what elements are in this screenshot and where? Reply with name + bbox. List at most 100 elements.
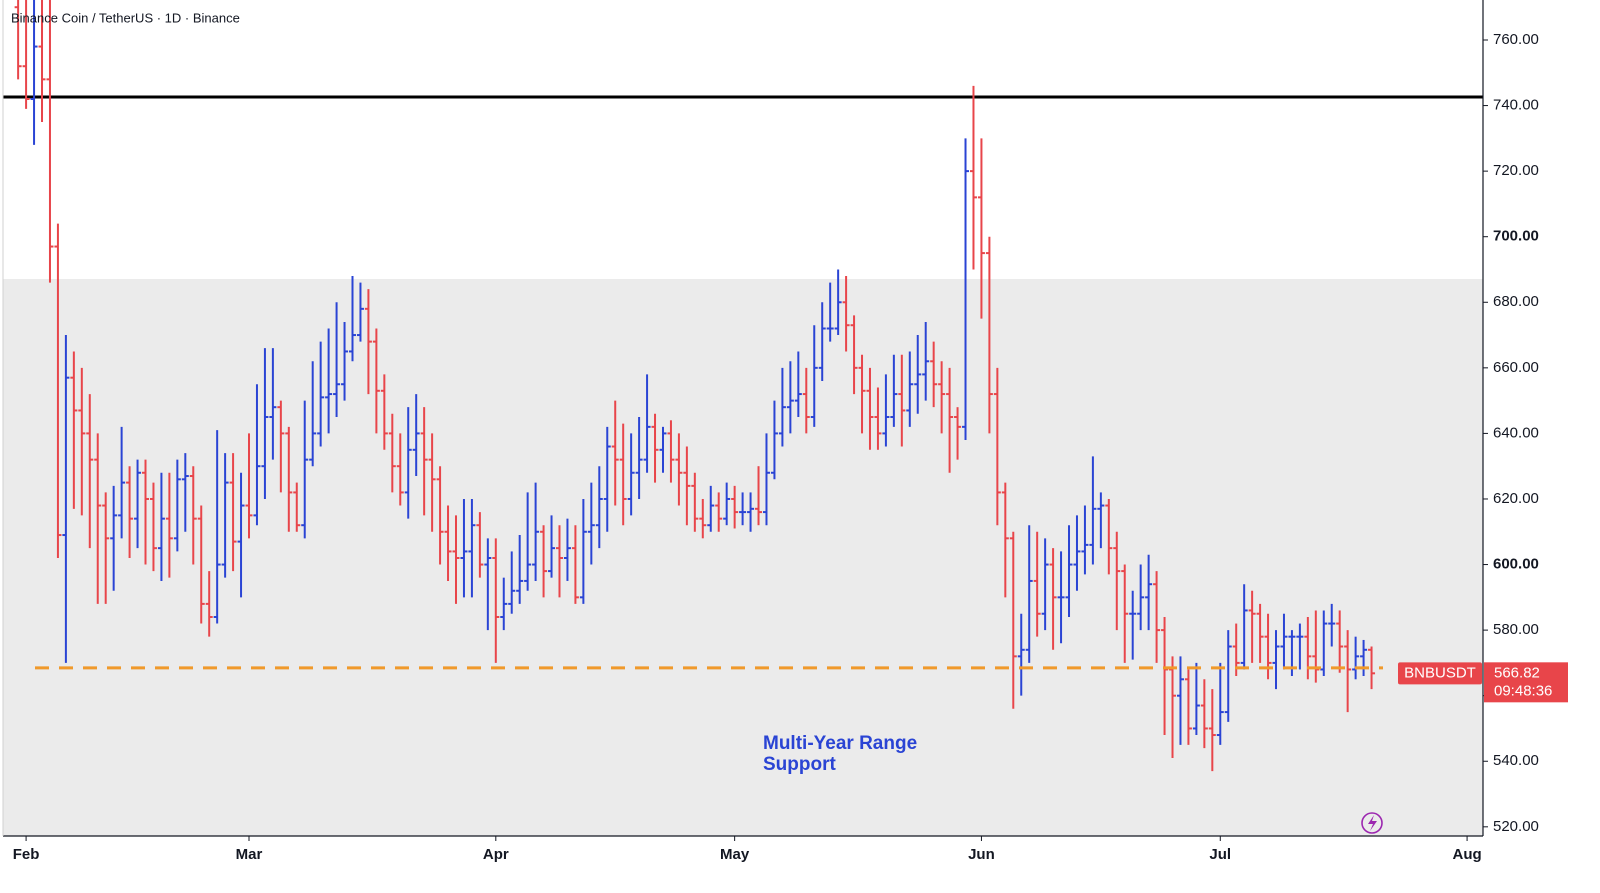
- ohlc-bar: [341, 321, 349, 401]
- ohlc-bar: [587, 482, 595, 565]
- ohlc-bar: [14, 0, 22, 80]
- x-tick-label: Jun: [968, 846, 995, 863]
- ohlc-bar: [993, 367, 1001, 526]
- ohlc-bar: [675, 433, 683, 506]
- ohlc-bar: [707, 485, 715, 532]
- ohlc-bar: [802, 367, 810, 434]
- ohlc-bar: [396, 433, 404, 506]
- ohlc-bar: [364, 289, 372, 395]
- annotation: Support: [763, 754, 836, 775]
- ohlc-bar: [1073, 515, 1081, 591]
- ohlc-bar: [1256, 603, 1264, 663]
- ohlc-bar: [555, 525, 563, 598]
- ohlc-bar: [94, 433, 102, 604]
- ohlc-bar: [794, 351, 802, 418]
- ohlc-bar: [404, 407, 412, 519]
- ohlc-bar: [189, 466, 197, 565]
- ohlc-bar: [842, 276, 850, 352]
- ohlc-bar: [325, 328, 333, 434]
- ohlc-bar: [1176, 656, 1184, 745]
- ohlc-bar: [1344, 630, 1352, 713]
- y-tick-label: 720.00: [1493, 162, 1539, 179]
- ohlc-bar: [213, 430, 221, 624]
- ohlc-bar: [38, 0, 46, 122]
- ohlc-bar: [739, 492, 747, 526]
- ohlc-bar: [317, 341, 325, 447]
- ohlc-bar: [205, 571, 213, 637]
- ohlc-bar: [1001, 482, 1009, 598]
- ohlc-bar: [723, 482, 731, 526]
- ohlc-bar: [914, 335, 922, 414]
- ohlc-bar: [977, 138, 985, 319]
- ohlc-bar: [356, 282, 364, 342]
- ohlc-bar: [1033, 531, 1041, 637]
- ohlc-bar: [126, 466, 134, 558]
- ohlc-bar: [237, 472, 245, 598]
- ohlc-bar: [699, 498, 707, 539]
- symbol-tag-label: BNBUSDT: [1404, 664, 1476, 681]
- ohlc-bar: [930, 341, 938, 408]
- ohlc-bar: [1089, 456, 1097, 565]
- x-tick-label: Mar: [236, 846, 263, 863]
- ohlc-bar: [444, 505, 452, 581]
- ohlc-bar: [1328, 603, 1336, 647]
- ohlc-bar: [619, 423, 627, 526]
- ohlc-bar: [1248, 590, 1256, 663]
- x-tick-label: Apr: [483, 846, 509, 863]
- ohlc-bar: [1169, 656, 1177, 758]
- y-tick-label: 540.00: [1493, 752, 1539, 769]
- ohlc-bar: [691, 472, 699, 532]
- ohlc-bar: [277, 400, 285, 493]
- ohlc-bar: [333, 302, 341, 418]
- ohlc-bar: [850, 315, 858, 395]
- ohlc-bar: [826, 282, 834, 342]
- ohlc-bar: [436, 466, 444, 565]
- ohlc-bar: [30, 0, 38, 145]
- ohlc-bar: [181, 453, 189, 532]
- ohlc-bar: [770, 400, 778, 480]
- ohlc-bar: [173, 459, 181, 552]
- ohlc-bar: [858, 354, 866, 434]
- ohlc-bar: [309, 361, 317, 467]
- ohlc-bar: [293, 482, 301, 532]
- ohlc-bar: [1272, 630, 1280, 690]
- ohlc-bar: [1121, 564, 1129, 663]
- ohlc-bar: [1312, 610, 1320, 683]
- ohlc-bar: [102, 492, 110, 604]
- ohlc-bar: [683, 446, 691, 526]
- ohlc-bar: [1097, 492, 1105, 549]
- ohlc-bar: [1224, 630, 1232, 722]
- ohlc-bar: [659, 426, 667, 473]
- ohlc-bar: [1113, 531, 1121, 631]
- ohlc-bar: [874, 387, 882, 450]
- ohlc-bar: [985, 236, 993, 434]
- ohlc-bar: [563, 518, 571, 581]
- ohlc-bar: [1041, 538, 1049, 631]
- ohlc-bar: [197, 505, 205, 624]
- ohlc-bar: [428, 433, 436, 532]
- ohlc-bar: [922, 321, 930, 401]
- ohlc-bar: [906, 351, 914, 427]
- ohlc-bar: [516, 535, 524, 604]
- x-tick-label: Jul: [1209, 846, 1231, 863]
- ohlc-bar: [380, 374, 388, 450]
- y-tick-label: 680.00: [1493, 293, 1539, 310]
- ohlc-bar: [261, 348, 269, 499]
- ohlc-bar: [1153, 571, 1161, 663]
- ohlc-bar: [579, 498, 587, 604]
- icon-bolt[interactable]: [1368, 815, 1377, 831]
- ohlc-bar: [245, 433, 253, 539]
- symbol-tag: [1398, 662, 1482, 685]
- y-tick-label: 600.00: [1493, 556, 1539, 573]
- ohlc-bar: [492, 538, 500, 663]
- replay-icon[interactable]: [1361, 812, 1383, 834]
- ohlc-bar: [1368, 646, 1376, 690]
- ohlc-bar: [142, 459, 150, 565]
- y-tick-label: 520.00: [1493, 818, 1539, 835]
- ohlc-bar: [818, 302, 826, 381]
- icon-circle[interactable]: [1361, 812, 1383, 834]
- ohlc-bar: [484, 538, 492, 631]
- ohlc-bar: [1105, 498, 1113, 575]
- ohlc-bar: [1184, 669, 1192, 745]
- y-tick-label: 700.00: [1493, 228, 1539, 245]
